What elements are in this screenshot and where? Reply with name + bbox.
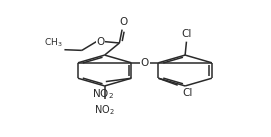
Text: CH$_3$: CH$_3$ [44, 37, 63, 49]
Text: NO$_2$: NO$_2$ [92, 87, 114, 101]
Text: NO$_2$: NO$_2$ [94, 103, 115, 117]
Text: O: O [141, 58, 149, 68]
Text: O: O [119, 17, 128, 27]
Text: O: O [96, 37, 105, 47]
Text: Cl: Cl [182, 29, 192, 39]
Text: Cl: Cl [183, 88, 193, 98]
